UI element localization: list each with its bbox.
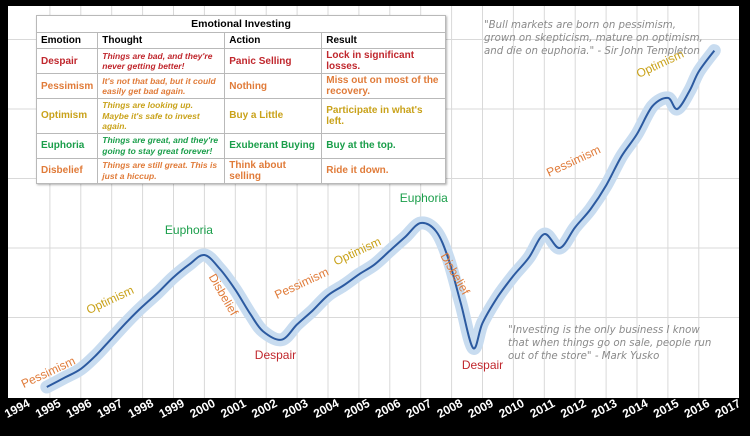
annotation-pessimism: Pessimism bbox=[544, 142, 602, 179]
header-emotion: Emotion bbox=[35, 32, 99, 49]
result-cell: Ride it down. bbox=[321, 157, 446, 184]
year-tick-label: 2013 bbox=[589, 398, 619, 421]
action-cell: Think about selling bbox=[224, 157, 323, 184]
year-tick-label: 2006 bbox=[373, 398, 403, 421]
emotion-cell: Pessimism bbox=[35, 73, 99, 99]
thought-cell: Things are great, and they're going to s… bbox=[97, 132, 226, 159]
year-tick-label: 2009 bbox=[466, 398, 496, 421]
emotion-cell: Euphoria bbox=[35, 132, 99, 159]
year-tick-label: 2002 bbox=[249, 398, 279, 421]
result-cell: Lock in significant losses. bbox=[321, 48, 446, 74]
year-tick-label: 2010 bbox=[496, 398, 526, 421]
year-tick-label: 2015 bbox=[651, 398, 681, 421]
table-row: Despair Things are bad, and they're never… bbox=[35, 48, 446, 74]
year-tick-label: 2001 bbox=[218, 398, 248, 421]
table-row: Euphoria Things are great, and they're go… bbox=[35, 132, 446, 159]
year-tick-label: 2012 bbox=[558, 398, 588, 421]
emotion-cell: Disbelief bbox=[35, 157, 99, 184]
result-cell: Participate in what's left. bbox=[321, 98, 446, 134]
year-tick-label: 1997 bbox=[95, 398, 125, 421]
table-header-row: Emotion Thought Action Result bbox=[35, 32, 446, 49]
year-tick-label: 2004 bbox=[311, 398, 341, 421]
annotation-despair: Despair bbox=[462, 358, 503, 372]
header-thought: Thought bbox=[97, 32, 226, 49]
action-cell: Buy a Little bbox=[224, 98, 323, 134]
year-tick-label: 2008 bbox=[435, 398, 465, 421]
thought-cell: Things are still great. This is just a h… bbox=[97, 157, 226, 184]
year-tick-label: 2007 bbox=[404, 398, 434, 421]
market-line bbox=[46, 50, 716, 388]
year-tick-label: 2005 bbox=[342, 398, 372, 421]
year-tick-label: 2016 bbox=[682, 398, 712, 421]
emotion-cell: Despair bbox=[35, 48, 99, 74]
annotation-euphoria: Euphoria bbox=[400, 191, 448, 205]
table-row: Disbelief Things are still great. This is… bbox=[35, 157, 446, 184]
result-cell: Buy at the top. bbox=[321, 132, 446, 159]
year-tick-label: 2000 bbox=[187, 398, 217, 421]
annotation-despair: Despair bbox=[255, 348, 296, 362]
table-title: Emotional Investing bbox=[36, 15, 446, 33]
header-action: Action bbox=[224, 32, 323, 49]
year-tick-label: 1996 bbox=[64, 398, 94, 421]
year-tick-label: 2017 bbox=[713, 398, 743, 421]
templeton-quote: "Bull markets are born on pessimism, gro… bbox=[484, 20, 703, 57]
year-tick-label: 1995 bbox=[33, 398, 63, 421]
table-row: Pessimism It's not that bad, but it could… bbox=[35, 73, 446, 99]
emotion-cell: Optimism bbox=[35, 98, 99, 134]
annotation-euphoria: Euphoria bbox=[165, 223, 213, 237]
year-tick-label: 1994 bbox=[2, 398, 32, 421]
thought-cell: Things are looking up. Maybe it's safe t… bbox=[97, 98, 226, 134]
year-tick-label: 2003 bbox=[280, 398, 310, 421]
thought-cell: Things are bad, and they're never gettin… bbox=[97, 48, 226, 74]
table-title-row: Emotional Investing bbox=[36, 15, 446, 33]
header-result: Result bbox=[321, 32, 446, 49]
year-tick-label: 2014 bbox=[620, 398, 650, 421]
action-cell: Exuberant Buying bbox=[224, 132, 323, 159]
result-cell: Miss out on most of the recovery. bbox=[321, 73, 446, 99]
year-axis: 1994 1995 1996 1997 1998 1999 2000 2001 2002 2003… bbox=[2, 398, 743, 421]
table-row: Optimism Things are looking up. Maybe it'… bbox=[35, 98, 446, 134]
year-tick-label: 2011 bbox=[528, 398, 558, 421]
yusko-quote: "Investing is the only business I know t… bbox=[508, 325, 712, 362]
emotional-investing-table: Emotional Investing Emotion Thought Acti… bbox=[35, 15, 446, 184]
action-cell: Nothing bbox=[224, 73, 323, 99]
chart-frame: Pessimism Optimism Euphoria Disbelief Despai… bbox=[8, 6, 739, 398]
year-tick-label: 1999 bbox=[157, 398, 187, 421]
year-tick-label: 1998 bbox=[126, 398, 156, 421]
thought-cell: It's not that bad, but it could easily g… bbox=[97, 73, 226, 99]
action-cell: Panic Selling bbox=[224, 48, 323, 74]
